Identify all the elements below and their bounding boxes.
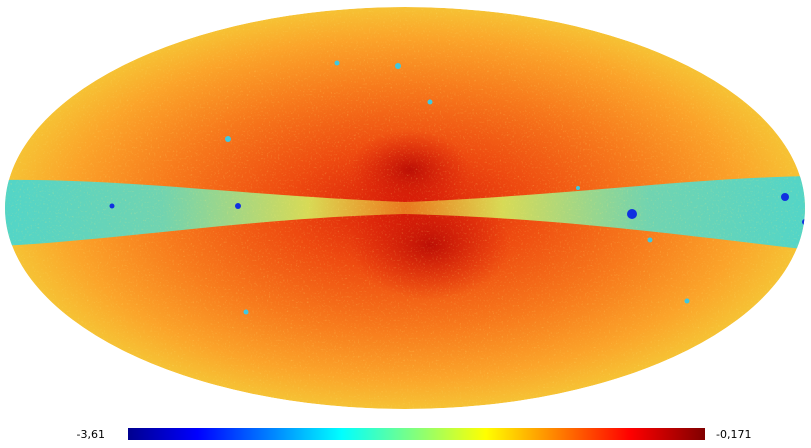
colorbar-labels: -3,61 -0,171: [77, 428, 752, 441]
point-sources: [109, 193, 805, 225]
colorbar-min-label: -3,61: [77, 428, 105, 441]
colorbar: [128, 428, 705, 440]
colorbar-max-label: -0,171: [716, 428, 751, 441]
point-sources: [225, 60, 690, 315]
